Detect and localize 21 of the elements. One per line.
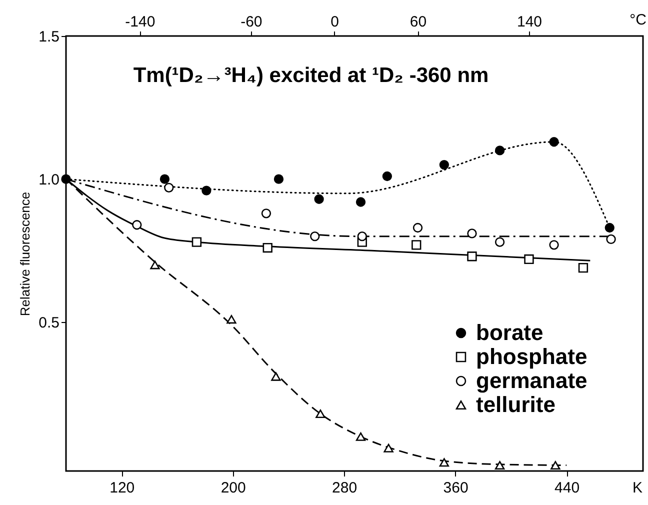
y-axis-title: Relative fluorescence — [18, 192, 33, 316]
y-tick-label: 0.5 — [38, 314, 60, 332]
x-tick-label: 120 — [110, 480, 135, 496]
legend-label: tellurite — [476, 392, 556, 417]
x2-axis-title: °C — [630, 12, 647, 28]
x2-tick-label: 140 — [516, 14, 542, 30]
x2-tick-label: 0 — [330, 14, 340, 30]
y-tick-label: 1.0 — [38, 172, 60, 189]
x-tick-label: 360 — [443, 480, 468, 496]
text: Tm(¹D₂→³H₄) excited at ¹D₂ -360 nm — [133, 64, 489, 87]
x2-tick-label: -140 — [125, 14, 156, 30]
x2-tick-label: 60 — [410, 14, 427, 30]
x-axis-title: K — [632, 480, 642, 496]
y-tick-label: 1.5 — [38, 28, 60, 46]
legend-label: germanate — [476, 368, 588, 393]
x-tick-label: 200 — [220, 480, 246, 496]
legend-label: phosphate — [476, 344, 588, 369]
x-tick-label: 280 — [332, 480, 358, 496]
x-tick-label: 440 — [554, 480, 580, 496]
legend-label: borate — [476, 320, 544, 345]
x2-tick-label: -60 — [240, 14, 262, 30]
